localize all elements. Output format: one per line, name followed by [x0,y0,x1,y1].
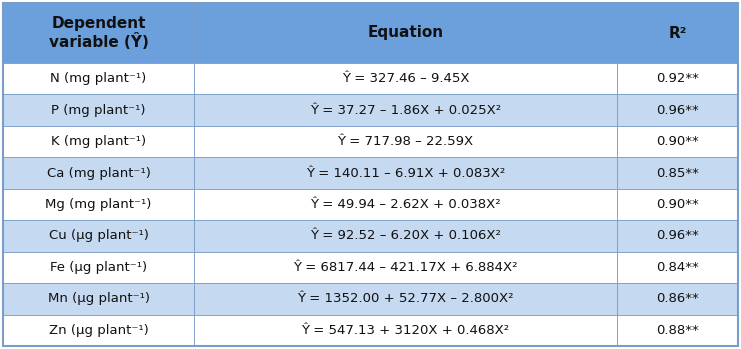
Bar [194,220,617,252]
Text: 0.96**: 0.96** [656,229,699,243]
Bar [617,126,738,157]
Bar [617,157,738,189]
Bar [617,220,738,252]
Bar [617,252,738,283]
Bar [617,283,738,314]
Text: 0.85**: 0.85** [656,166,699,179]
Bar [3,189,194,220]
Text: 0.90**: 0.90** [656,135,699,148]
Bar [3,283,194,314]
Text: K (mg plant⁻¹): K (mg plant⁻¹) [51,135,146,148]
Bar [3,157,194,189]
Text: Fe (μg plant⁻¹): Fe (μg plant⁻¹) [50,261,147,274]
Text: Equation: Equation [368,25,443,40]
Text: Ŷ = 92.52 – 6.20X + 0.106X²: Ŷ = 92.52 – 6.20X + 0.106X² [310,229,501,243]
Bar [3,63,194,95]
Text: 0.96**: 0.96** [656,104,699,117]
Bar [3,220,194,252]
Text: 0.84**: 0.84** [656,261,699,274]
Text: P (mg plant⁻¹): P (mg plant⁻¹) [51,104,146,117]
Bar [3,126,194,157]
Bar [194,283,617,314]
Text: Ŷ = 1352.00 + 52.77X – 2.800X²: Ŷ = 1352.00 + 52.77X – 2.800X² [297,292,514,305]
Text: 0.92**: 0.92** [656,72,699,85]
Bar [617,63,738,95]
Bar [3,3,194,63]
Bar [3,95,194,126]
Text: Ŷ = 140.11 – 6.91X + 0.083X²: Ŷ = 140.11 – 6.91X + 0.083X² [306,166,505,179]
Text: Mn (μg plant⁻¹): Mn (μg plant⁻¹) [47,292,150,305]
Bar [3,314,194,346]
Text: Ŷ = 37.27 – 1.86X + 0.025X²: Ŷ = 37.27 – 1.86X + 0.025X² [310,104,501,117]
Text: 0.88**: 0.88** [656,324,699,337]
Bar [617,189,738,220]
Text: Ŷ = 6817.44 – 421.17X + 6.884X²: Ŷ = 6817.44 – 421.17X + 6.884X² [293,261,518,274]
Text: 0.90**: 0.90** [656,198,699,211]
Text: Dependent
variable (Ŷ): Dependent variable (Ŷ) [49,16,148,50]
Bar [194,314,617,346]
Text: 0.86**: 0.86** [656,292,699,305]
Bar [194,63,617,95]
Bar [617,95,738,126]
Bar [194,157,617,189]
Text: Ŷ = 327.46 – 9.45X: Ŷ = 327.46 – 9.45X [342,72,469,85]
Text: Zn (μg plant⁻¹): Zn (μg plant⁻¹) [49,324,148,337]
Text: Mg (mg plant⁻¹): Mg (mg plant⁻¹) [45,198,152,211]
Text: Ŷ = 547.13 + 3120X + 0.468X²: Ŷ = 547.13 + 3120X + 0.468X² [302,324,510,337]
Bar [194,189,617,220]
Text: Ŷ = 49.94 – 2.62X + 0.038X²: Ŷ = 49.94 – 2.62X + 0.038X² [310,198,501,211]
Bar [194,126,617,157]
Bar [617,314,738,346]
Bar [3,252,194,283]
Bar [194,252,617,283]
Bar [194,3,617,63]
Bar [617,3,738,63]
Text: Ŷ = 717.98 – 22.59X: Ŷ = 717.98 – 22.59X [337,135,473,148]
Text: Cu (μg plant⁻¹): Cu (μg plant⁻¹) [49,229,148,243]
Text: R²: R² [668,25,687,40]
Bar [194,95,617,126]
Text: N (mg plant⁻¹): N (mg plant⁻¹) [50,72,147,85]
Text: Ca (mg plant⁻¹): Ca (mg plant⁻¹) [47,166,150,179]
